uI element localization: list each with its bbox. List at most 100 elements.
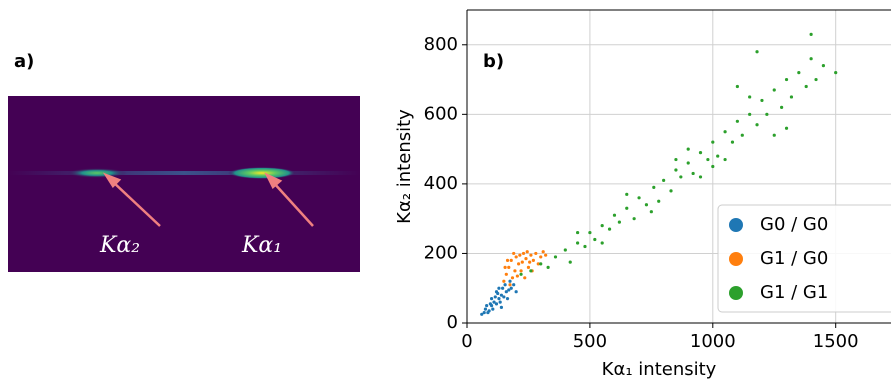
- point: [773, 88, 776, 91]
- point: [485, 304, 488, 307]
- point: [510, 287, 513, 290]
- point: [657, 200, 660, 203]
- point: [797, 71, 800, 74]
- y-tick-label: 600: [424, 103, 458, 124]
- point: [748, 95, 751, 98]
- point: [699, 151, 702, 154]
- point: [588, 231, 591, 234]
- streak: [8, 171, 360, 175]
- point: [484, 307, 487, 310]
- point: [706, 158, 709, 161]
- legend-marker: [729, 218, 743, 232]
- point: [608, 228, 611, 231]
- point: [483, 311, 486, 314]
- point: [507, 266, 510, 269]
- annotation: Kα₁: [241, 233, 282, 258]
- point: [564, 248, 567, 251]
- point: [692, 172, 695, 175]
- x-tick-label: 500: [573, 331, 607, 352]
- point: [506, 259, 509, 262]
- point: [601, 224, 604, 227]
- spot: [228, 167, 296, 179]
- point: [711, 165, 714, 168]
- point: [542, 250, 545, 253]
- point: [513, 269, 516, 272]
- point: [650, 210, 653, 213]
- point: [522, 252, 525, 255]
- y-axis-label: Kα₂ intensity: [394, 109, 415, 224]
- point: [773, 134, 776, 137]
- point: [618, 221, 621, 224]
- point: [489, 302, 492, 305]
- point: [497, 287, 500, 290]
- point: [490, 297, 493, 300]
- panel-label: b): [483, 51, 504, 72]
- figure: a)Kα₂Kα₁0500100015000200400600800Kα₁ int…: [0, 0, 891, 387]
- point: [805, 85, 808, 88]
- point: [499, 301, 502, 304]
- point: [731, 141, 734, 144]
- point: [495, 302, 498, 305]
- point: [625, 193, 628, 196]
- panel-a: [8, 96, 360, 272]
- y-tick-label: 400: [424, 173, 458, 194]
- point: [736, 85, 739, 88]
- legend-label: G1 / G0: [760, 248, 828, 269]
- point: [637, 196, 640, 199]
- point: [532, 259, 535, 262]
- panel-label: a): [14, 51, 34, 72]
- point: [687, 161, 690, 164]
- point: [518, 254, 521, 257]
- point: [527, 266, 530, 269]
- point: [508, 283, 511, 286]
- point: [822, 64, 825, 67]
- point: [699, 175, 702, 178]
- point: [500, 306, 503, 309]
- x-tick-label: 1500: [813, 331, 859, 352]
- point: [511, 276, 514, 279]
- point: [723, 158, 726, 161]
- point: [652, 186, 655, 189]
- point: [576, 231, 579, 234]
- legend-label: G1 / G1: [760, 282, 828, 303]
- point: [510, 259, 513, 262]
- point: [523, 276, 526, 279]
- point: [645, 203, 648, 206]
- point: [516, 274, 519, 277]
- x-tick-label: 0: [461, 331, 472, 352]
- point: [711, 141, 714, 144]
- point: [834, 71, 837, 74]
- point: [539, 262, 542, 265]
- point: [506, 297, 509, 300]
- point: [502, 280, 505, 283]
- y-tick-label: 0: [447, 312, 458, 333]
- point: [519, 273, 522, 276]
- x-tick-label: 1000: [690, 331, 736, 352]
- point: [662, 179, 665, 182]
- point: [495, 290, 498, 293]
- point: [755, 50, 758, 53]
- point: [508, 280, 511, 283]
- point: [505, 273, 508, 276]
- point: [736, 120, 739, 123]
- detector-image: [8, 96, 360, 272]
- point: [810, 57, 813, 60]
- point: [814, 78, 817, 81]
- point: [512, 252, 515, 255]
- x-axis-label: Kα₁ intensity: [602, 359, 717, 380]
- point: [486, 311, 489, 314]
- point: [503, 266, 506, 269]
- point: [569, 261, 572, 264]
- point: [501, 287, 504, 290]
- point: [576, 241, 579, 244]
- legend-marker: [729, 252, 743, 266]
- point: [679, 175, 682, 178]
- point: [524, 257, 527, 260]
- point: [785, 78, 788, 81]
- point: [529, 254, 532, 257]
- point: [547, 266, 550, 269]
- spot: [67, 168, 127, 178]
- legend-marker: [729, 286, 743, 300]
- point: [503, 283, 506, 286]
- point: [497, 297, 500, 300]
